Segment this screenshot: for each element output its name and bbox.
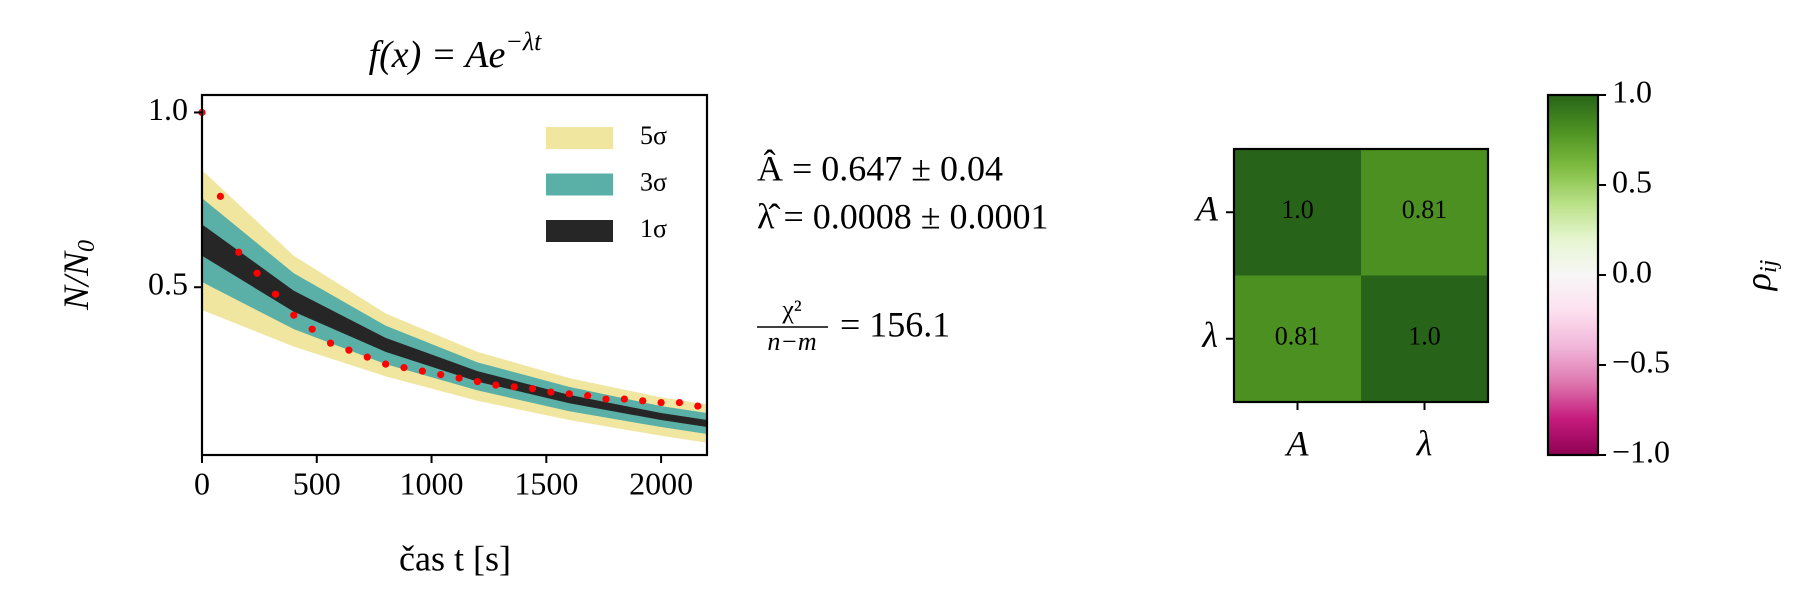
legend-swatch — [546, 220, 613, 242]
x-tick-label: 1000 — [400, 465, 464, 501]
title-sup: −λt — [505, 27, 542, 56]
heatmap-cell — [1234, 149, 1362, 276]
legend-label: 5σ — [640, 121, 667, 150]
data-point — [382, 360, 390, 368]
colorbar-tick-label: −1.0 — [1612, 433, 1670, 469]
data-point — [271, 290, 280, 298]
annotation-chi-den: n−m — [767, 327, 816, 356]
colorbar — [1548, 95, 1598, 455]
data-point — [675, 398, 684, 407]
fit-plot: 0 500 1000 1500 2000 0.5 1.0 5σ 3σ 1σ — [148, 91, 709, 501]
x-axis-label: čas t [s] — [399, 538, 511, 578]
data-point — [510, 383, 518, 391]
y-label-base: N/N — [56, 250, 96, 311]
title-base: f(x) = Ae — [369, 34, 506, 76]
annotation-lambda: λ̂ = 0.0008 ± 0.0001 — [757, 196, 1049, 236]
data-point — [326, 339, 335, 347]
data-point — [235, 248, 243, 256]
correlation-plot: 1.0 0.81 0.81 1.0 A Aλ λ −1.0 −0.5 0.0 0.5 1.0 — [1194, 73, 1670, 469]
plot-frame — [200, 93, 709, 457]
data-point — [492, 381, 500, 389]
data-point — [363, 353, 371, 361]
heatmap-cell — [1361, 149, 1489, 276]
y-tick-label: 0.5 — [148, 266, 188, 302]
x-tick-label: λ — [1416, 423, 1433, 463]
annotation-chi-num: χ² — [781, 295, 802, 324]
data-point — [253, 269, 261, 277]
cell-label: 1.0 — [1408, 322, 1441, 351]
x-tick-label: 1500 — [514, 465, 578, 501]
y-axis-label: N/N0 — [56, 240, 99, 311]
cell-label: 0.81 — [1402, 195, 1448, 224]
data-point — [290, 311, 298, 319]
data-point — [308, 325, 316, 333]
data-point — [694, 402, 702, 410]
x-tick-label: 0 — [194, 465, 210, 501]
data-point — [400, 364, 408, 372]
heatmap-cell — [1234, 275, 1362, 403]
colorbar-label-sub: ij — [1756, 259, 1782, 273]
annotation-chi-value: = 156.1 — [840, 304, 950, 344]
legend-swatch — [546, 127, 613, 149]
x-tick-label: A — [1285, 423, 1310, 463]
data-point — [216, 192, 224, 200]
annotation-A: Â = 0.647 ± 0.04 — [757, 148, 1003, 188]
data-point — [345, 346, 353, 354]
y-label-sub: 0 — [74, 240, 100, 252]
colorbar-tick-label: 0.0 — [1612, 253, 1652, 289]
colorbar-tick-label: −0.5 — [1612, 343, 1670, 379]
data-point — [547, 388, 555, 396]
colorbar-label: ρij — [1738, 259, 1781, 291]
colorbar-tick-label: 0.5 — [1612, 163, 1652, 199]
data-point — [639, 397, 647, 405]
data-point — [565, 390, 573, 398]
data-point — [455, 374, 463, 382]
data-point — [602, 395, 610, 403]
chart-title: f(x) = Ae−λt — [369, 27, 543, 76]
legend-swatch — [546, 173, 613, 196]
y-tick-label: λ — [1201, 315, 1218, 355]
data-point — [657, 398, 665, 407]
data-point — [437, 371, 445, 379]
legend-label: 3σ — [640, 167, 667, 196]
data-point — [528, 384, 537, 393]
x-tick-label: 500 — [293, 465, 341, 501]
x-tick-label: 2000 — [629, 465, 693, 501]
y-tick-label: 1.0 — [148, 91, 188, 127]
colorbar-tick-label: 1.0 — [1612, 73, 1652, 109]
data-point — [620, 395, 628, 403]
heatmap-frame — [1232, 147, 1490, 404]
cell-label: 0.81 — [1275, 322, 1321, 351]
cell-label: 1.0 — [1281, 195, 1314, 224]
y-tick-label: A — [1194, 189, 1219, 229]
colorbar-label-base: ρ — [1738, 273, 1778, 291]
legend-label: 1σ — [640, 214, 667, 243]
heatmap-cell — [1361, 275, 1489, 403]
confidence-band — [202, 198, 707, 435]
data-point — [473, 378, 482, 386]
data-point — [584, 391, 592, 400]
data-point — [418, 367, 426, 375]
